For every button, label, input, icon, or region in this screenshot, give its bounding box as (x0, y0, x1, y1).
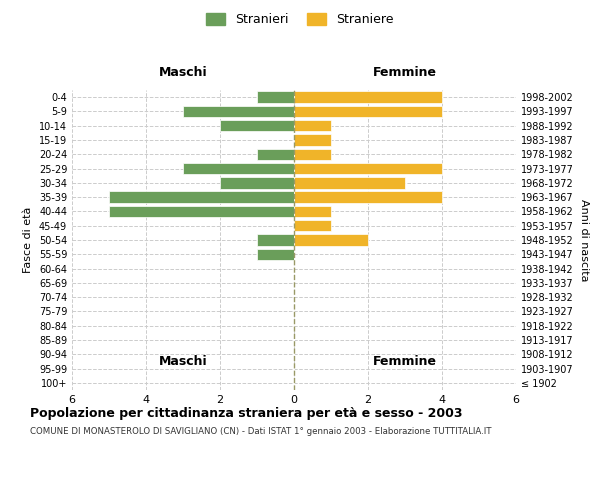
Bar (257, 234, 294, 246)
Bar (109, 192, 294, 203)
Bar (294, 106, 442, 117)
Bar (294, 163, 442, 174)
Text: COMUNE DI MONASTEROLO DI SAVIGLIANO (CN) - Dati ISTAT 1° gennaio 2003 - Elaboraz: COMUNE DI MONASTEROLO DI SAVIGLIANO (CN)… (30, 428, 491, 436)
Bar (183, 163, 294, 174)
Bar (220, 120, 294, 132)
Text: Femmine: Femmine (373, 355, 437, 368)
Legend: Stranieri, Straniere: Stranieri, Straniere (203, 8, 397, 30)
Y-axis label: Anni di nascita: Anni di nascita (579, 198, 589, 281)
Bar (294, 220, 331, 232)
Bar (257, 92, 294, 103)
Bar (294, 177, 405, 188)
Bar (220, 177, 294, 188)
Bar (109, 206, 294, 217)
Bar (294, 192, 442, 203)
Bar (294, 234, 368, 246)
Bar (294, 92, 442, 103)
Y-axis label: Fasce di età: Fasce di età (23, 207, 33, 273)
Bar (294, 134, 331, 145)
Text: Maschi: Maschi (158, 355, 208, 368)
Text: Popolazione per cittadinanza straniera per età e sesso - 2003: Popolazione per cittadinanza straniera p… (30, 408, 463, 420)
Bar (257, 148, 294, 160)
Bar (294, 206, 331, 217)
Text: Maschi: Maschi (158, 66, 208, 78)
Bar (294, 120, 331, 132)
Bar (294, 148, 331, 160)
Text: Femmine: Femmine (373, 66, 437, 78)
Bar (183, 106, 294, 117)
Bar (257, 248, 294, 260)
